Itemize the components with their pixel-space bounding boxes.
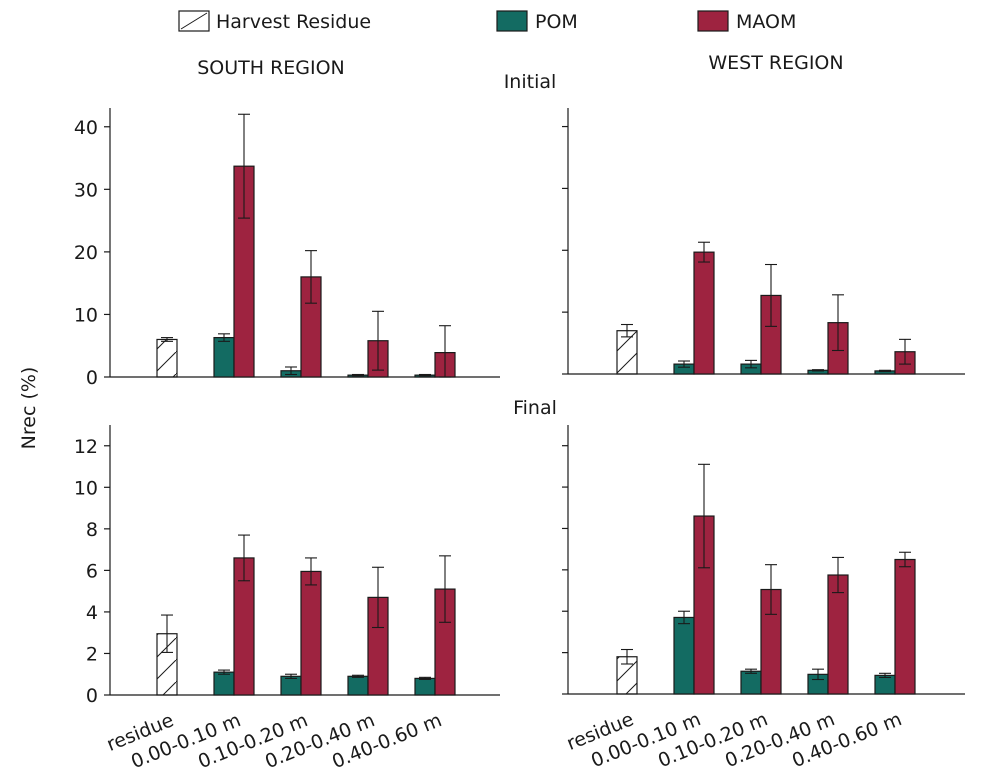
error-bar-harvest-residue-residue bbox=[161, 614, 173, 653]
legend-label-pom: POM bbox=[535, 11, 578, 33]
legend-label-maom: MAOM bbox=[736, 11, 796, 33]
error-bar-maom-0-20-0-40-m bbox=[832, 556, 844, 594]
error-bar-maom-0-20-0-40-m bbox=[832, 294, 844, 352]
y-tick-label: 10 bbox=[74, 477, 98, 499]
y-tick-label: 12 bbox=[74, 436, 98, 458]
bar-maom-0-10-0-20-m bbox=[300, 570, 322, 696]
error-bar-maom-0-10-0-20-m bbox=[765, 263, 777, 327]
bar-pom-0-10-0-20-m bbox=[740, 670, 762, 695]
y-tick-label: 40 bbox=[74, 117, 98, 139]
error-bar-maom-0-20-0-40-m bbox=[372, 566, 384, 629]
error-bar-maom-0-00-0-10-m bbox=[698, 241, 710, 263]
error-bar-harvest-residue-residue bbox=[621, 648, 633, 665]
error-bar-pom-0-20-0-40-m bbox=[812, 668, 824, 681]
error-bar-pom-0-10-0-20-m bbox=[745, 668, 757, 674]
legend-item-harvest-residue: Harvest Residue bbox=[178, 10, 371, 33]
y-axis-label: Nrec (%) bbox=[18, 367, 40, 450]
error-bar-maom-0-10-0-20-m bbox=[305, 557, 317, 586]
y-tick-label: 0 bbox=[86, 367, 98, 389]
legend: Harvest Residue POM MAOM bbox=[178, 10, 796, 33]
error-bar-maom-0-00-0-10-m bbox=[238, 534, 250, 582]
bar-pom-0-00-0-10-m bbox=[673, 616, 695, 695]
legend-swatch-pom bbox=[496, 10, 528, 32]
legend-label-harvest-residue: Harvest Residue bbox=[216, 11, 371, 33]
y-tick-label: 10 bbox=[74, 304, 98, 326]
region-title-south: SOUTH REGION bbox=[197, 57, 345, 79]
error-bar-pom-0-20-0-40-m bbox=[352, 373, 364, 377]
row-title-initial: Initial bbox=[504, 71, 557, 93]
bar-maom-0-00-0-10-m bbox=[693, 251, 715, 375]
bar-pom-0-40-0-60-m bbox=[874, 674, 896, 695]
y-tick-label: 2 bbox=[86, 643, 98, 665]
error-bar-maom-0-00-0-10-m bbox=[698, 463, 710, 569]
error-bar-maom-0-20-0-40-m bbox=[372, 310, 384, 371]
error-bar-pom-0-40-0-60-m bbox=[879, 369, 891, 373]
error-bar-maom-0-00-0-10-m bbox=[238, 113, 250, 219]
bar-pom-0-10-0-20-m bbox=[280, 675, 302, 696]
panel-south-initial: 0 10 20 30 40 bbox=[74, 108, 500, 389]
error-bar-pom-0-10-0-20-m bbox=[745, 359, 757, 369]
error-bar-maom-0-40-0-60-m bbox=[439, 325, 451, 378]
y-tick-label: 4 bbox=[86, 602, 98, 624]
y-tick-label: 0 bbox=[86, 685, 98, 707]
bar-pom-0-00-0-10-m bbox=[213, 336, 235, 378]
error-bar-pom-0-00-0-10-m bbox=[218, 333, 230, 342]
y-tick-label: 8 bbox=[86, 519, 98, 541]
y-tick-label: 6 bbox=[86, 560, 98, 582]
bar-pom-0-40-0-60-m bbox=[414, 677, 436, 696]
error-bar-pom-0-00-0-10-m bbox=[218, 669, 230, 675]
panel-west-initial bbox=[562, 108, 965, 375]
bar-maom-0-40-0-60-m bbox=[894, 558, 916, 695]
error-bar-pom-0-40-0-60-m bbox=[419, 676, 431, 680]
legend-swatch-maom bbox=[697, 10, 729, 32]
row-title-final: Final bbox=[513, 397, 557, 419]
bar-pom-0-00-0-10-m bbox=[213, 671, 235, 696]
y-tick-label: 30 bbox=[74, 179, 98, 201]
error-bar-pom-0-20-0-40-m bbox=[352, 674, 364, 678]
error-bar-maom-0-10-0-20-m bbox=[765, 564, 777, 615]
error-bar-pom-0-40-0-60-m bbox=[879, 672, 891, 678]
legend-swatch-hatch bbox=[180, 12, 208, 30]
error-bar-pom-0-00-0-10-m bbox=[678, 610, 690, 625]
error-bar-pom-0-10-0-20-m bbox=[285, 366, 297, 376]
legend-item-pom: POM bbox=[496, 10, 578, 33]
error-bar-maom-0-10-0-20-m bbox=[305, 250, 317, 304]
y-tick-label: 20 bbox=[74, 242, 98, 264]
bar-harvest-residue-residue bbox=[156, 338, 178, 378]
error-bar-maom-0-40-0-60-m bbox=[899, 551, 911, 568]
legend-item-maom: MAOM bbox=[697, 10, 796, 33]
error-bar-maom-0-40-0-60-m bbox=[899, 338, 911, 365]
error-bar-pom-0-40-0-60-m bbox=[419, 373, 431, 377]
error-bar-harvest-residue-residue bbox=[161, 337, 173, 342]
region-title-west: WEST REGION bbox=[708, 52, 843, 74]
error-bar-harvest-residue-residue bbox=[621, 323, 633, 338]
bar-pom-0-20-0-40-m bbox=[347, 675, 369, 696]
error-bar-pom-0-10-0-20-m bbox=[285, 673, 297, 679]
error-bar-maom-0-40-0-60-m bbox=[439, 555, 451, 623]
error-bar-pom-0-00-0-10-m bbox=[678, 360, 690, 368]
error-bar-pom-0-20-0-40-m bbox=[812, 369, 824, 372]
